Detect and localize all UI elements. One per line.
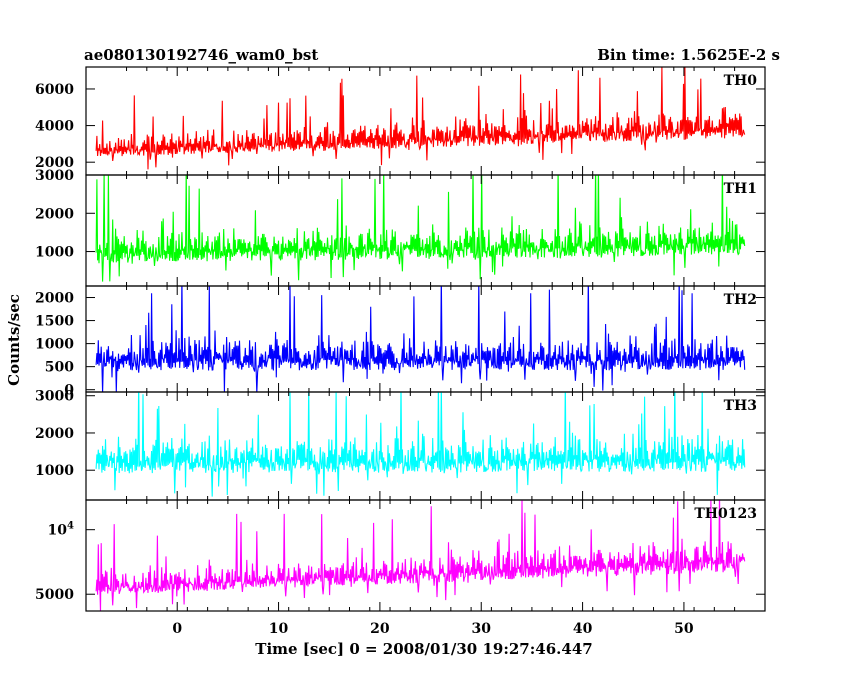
bin-time-label: Bin time: 1.5625E-2 s [597, 46, 780, 64]
x-tick-label: 20 [370, 621, 390, 637]
panels-group: 200040006000TH0100020003000TH10500100015… [35, 66, 766, 612]
y-tick-label: 500 [45, 360, 74, 376]
panel-name-label: TH0 [724, 73, 758, 89]
x-tick-label: 40 [573, 621, 593, 637]
y-tick-label: 1500 [35, 314, 74, 330]
y-tick-label: 2000 [35, 206, 74, 222]
y-tick-label: 3000 [35, 389, 74, 405]
y-tick-label: 5000 [35, 587, 74, 603]
panel-name-label: TH2 [724, 292, 757, 308]
y-axis-label: Counts/sec [5, 294, 23, 386]
panel-name-label: TH3 [724, 398, 757, 414]
series-th1 [95, 175, 746, 282]
series-th3 [95, 392, 746, 497]
y-tick-label: 2000 [35, 155, 74, 171]
panel-frame [85, 499, 766, 612]
panel-th3: 1000 2000 3000 TH3 [35, 389, 766, 501]
panel-name-label: TH1 [724, 181, 757, 197]
y-tick-label: 2000 [35, 426, 74, 442]
panel-th0123: 5000 104 TH0123 [35, 499, 766, 612]
panel-frame [85, 285, 766, 393]
x-axis-label: Time [sec] 0 = 2008/01/30 19:27:46.447 [255, 640, 592, 658]
panel-name-label: TH0123 [694, 506, 757, 522]
y-tick-label-exponent: 4 [67, 521, 74, 532]
y-tick-label: 1000 [35, 245, 74, 261]
series-th0 [95, 67, 746, 170]
x-tick-label: 30 [471, 621, 491, 637]
x-tick-label: 10 [269, 621, 289, 637]
y-tick-label: 6000 [35, 82, 74, 98]
x-axis: 0 10 20 30 40 50 [172, 621, 694, 637]
y-tick-label: 3000 [35, 168, 74, 184]
x-tick-label: 0 [172, 621, 182, 637]
series-th2 [95, 286, 746, 392]
panel-th1: 1000 2000 3000 TH1 [35, 168, 766, 287]
y-tick-label: 1000 [35, 337, 74, 353]
series-th0123 [95, 500, 746, 611]
y-tick-label: 0 [64, 383, 74, 399]
panel-th0: 2000 4000 6000 TH0 [35, 66, 766, 176]
x-tick-label: 50 [674, 621, 694, 637]
y-tick-label: 2000 [35, 291, 74, 307]
y-tick-label: 4000 [35, 119, 74, 135]
y-tick-label: 104 [48, 521, 74, 539]
figure-title: ae080130192746_wam0_bst [84, 46, 318, 64]
panel-th2: 0 500 1000 1500 2000 TH2 [35, 285, 766, 399]
y-tick-label: 1000 [35, 463, 74, 479]
